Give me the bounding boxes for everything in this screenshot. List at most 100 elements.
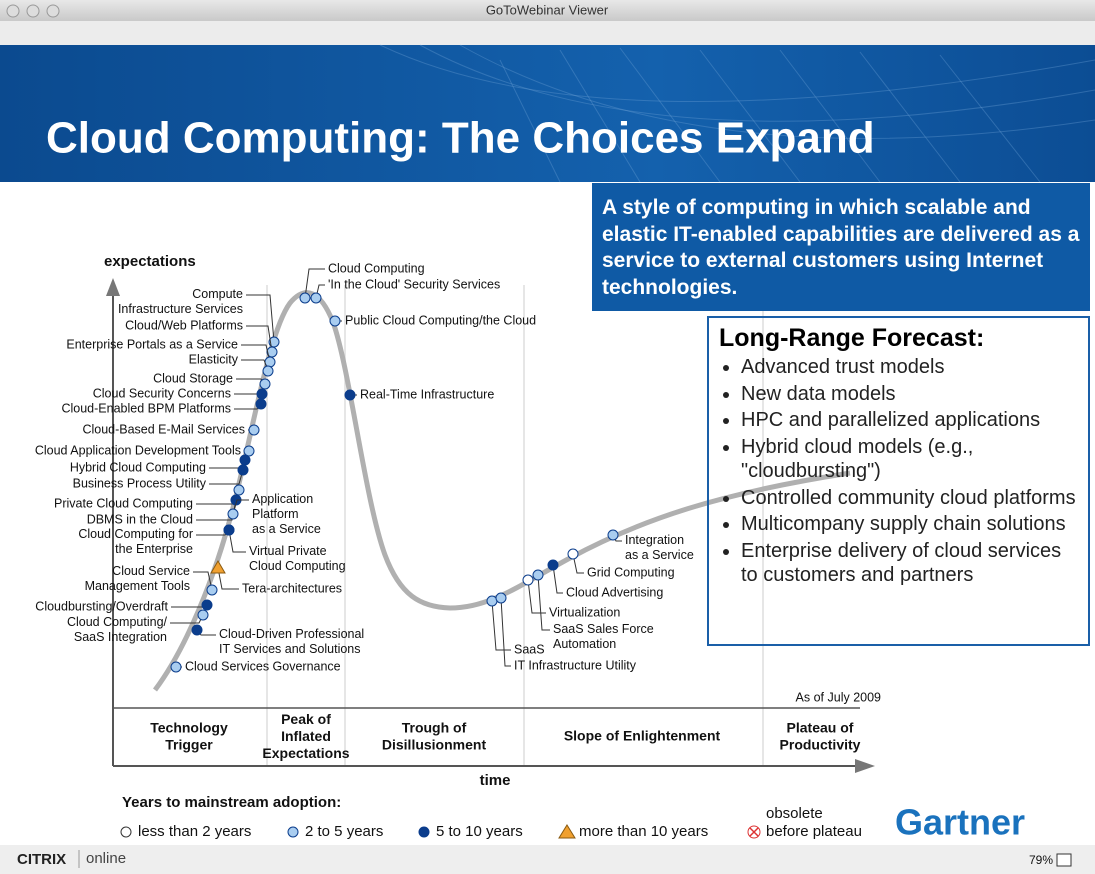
gartner-logo: Gartner [895,802,1025,843]
point-marker [248,424,260,436]
legend-title: Years to mainstream adoption: [122,794,341,811]
point-marker [532,569,544,581]
point-marker [210,560,226,574]
title-bar [0,0,1095,21]
forecast-item: HPC and parallelized applications [741,408,1078,433]
x-axis-label: time [480,772,511,789]
point-label: Tera-architectures [242,581,342,595]
point-label: Integration as a Service [625,533,694,562]
point-label: Cloud-Driven Professional IT Services and… [219,627,364,656]
toolbar [0,21,1095,45]
slide-header [0,45,1095,182]
point-marker [239,454,251,466]
minimize-button[interactable] [26,4,40,18]
point-label: Virtualization [549,605,620,619]
point-label: Cloud Computing/SaaS Integration [67,615,168,644]
zoom-button[interactable] [46,4,60,18]
leader-line [246,325,273,353]
zoom-control[interactable] [1056,853,1072,867]
legend-symbol [749,827,759,837]
brand: CITRIX [17,851,66,868]
point-label: Enterprise Portals as a Service [66,337,238,351]
point-marker [329,315,341,327]
point-marker [237,464,249,476]
y-axis-arrow [106,278,120,296]
point-label: Cloud Storage [153,371,233,385]
forecast-list: Advanced trust modelsNew data modelsHPC … [719,355,1078,588]
point-label: Cloud-Enabled BPM Platforms [61,401,231,415]
point-label: Hybrid Cloud Computing [70,460,206,474]
header-pattern [379,44,1095,183]
phase-label: Trough of Disillusionment [382,719,487,752]
point-label: DBMS in the Cloud [87,512,193,526]
point-label: SaaS [514,642,545,656]
point-label: IT Infrastructure Utility [514,658,637,672]
point-label: Cloud Services Governance [185,659,341,673]
leader-line [304,268,325,299]
forecast-item: Advanced trust models [741,355,1078,380]
phase-label: Slope of Enlightenment [564,728,721,744]
x-axis-arrow [855,759,875,773]
status-bar [0,845,1095,874]
forecast-title: Long-Range Forecast: [719,324,985,352]
forecast-item: Controlled community cloud platforms [741,486,1078,511]
forecast-box: Long-Range Forecast: Advanced trust mode… [707,316,1090,646]
point-marker [259,378,271,390]
point-marker [227,508,239,520]
point-label: Application Platform as a Service [252,492,321,536]
point-label: Private Cloud Computing [54,496,193,510]
point-marker [310,292,322,304]
forecast-item: Hybrid cloud models (e.g., "cloudburstin… [741,435,1078,484]
forecast-item: Enterprise delivery of cloud services to… [741,539,1078,588]
legend-symbol [747,825,761,839]
point-label: Business Process Utility [73,476,207,490]
point-marker [206,584,218,596]
point-label: Cloud-Based E-Mail Services [82,422,245,436]
point-label: Virtual Private Cloud Computing [249,544,346,573]
point-marker [223,524,235,536]
phase-label: Plateau of Productivity [780,719,861,752]
point-label: Cloud Application Development Tools [35,443,241,457]
leader-line [500,597,511,667]
leader-line [241,344,271,363]
leader-line [217,567,239,590]
leader-line [193,571,213,591]
leader-line [552,564,563,594]
slide-title: Cloud Computing: The Choices Expand [46,114,875,163]
point-marker [567,548,579,560]
legend-label: 2 to 5 years [305,823,383,840]
leader-line [537,574,550,631]
point-label: Cloud Service Management Tools [85,564,190,593]
point-marker [299,292,311,304]
close-button[interactable] [6,4,20,18]
point-marker [197,609,209,621]
point-marker [547,559,559,571]
point-marker [255,398,267,410]
point-label: SaaS Sales Force Automation [553,622,654,651]
forecast-item: Multicompany supply chain solutions [741,512,1078,537]
legend-symbol [558,824,576,839]
leader-line [228,529,246,553]
brand-suffix: online [86,850,126,867]
point-marker [233,484,245,496]
definition-box: A style of computing in which scalable a… [592,183,1090,311]
point-label: Cloud Security Concerns [93,386,231,400]
point-label: 'In the Cloud' Security Services [328,277,500,291]
point-marker [170,661,182,673]
legend-label: less than 2 years [138,823,251,840]
point-marker [201,599,213,611]
point-label: Elasticity [189,352,239,366]
legend-symbol [418,826,430,838]
phase-label: Peak of Inflated Expectations [262,711,349,761]
legend-symbol [120,826,132,838]
legend-symbol [287,826,299,838]
point-label: Real-Time Infrastructure [360,387,494,401]
forecast-item: New data models [741,382,1078,407]
point-marker [191,624,203,636]
point-label: Cloud/Web Platforms [125,318,243,332]
point-label: Compute Infrastructure Services [118,287,243,316]
leader-line [527,579,546,614]
point-marker [486,595,498,607]
